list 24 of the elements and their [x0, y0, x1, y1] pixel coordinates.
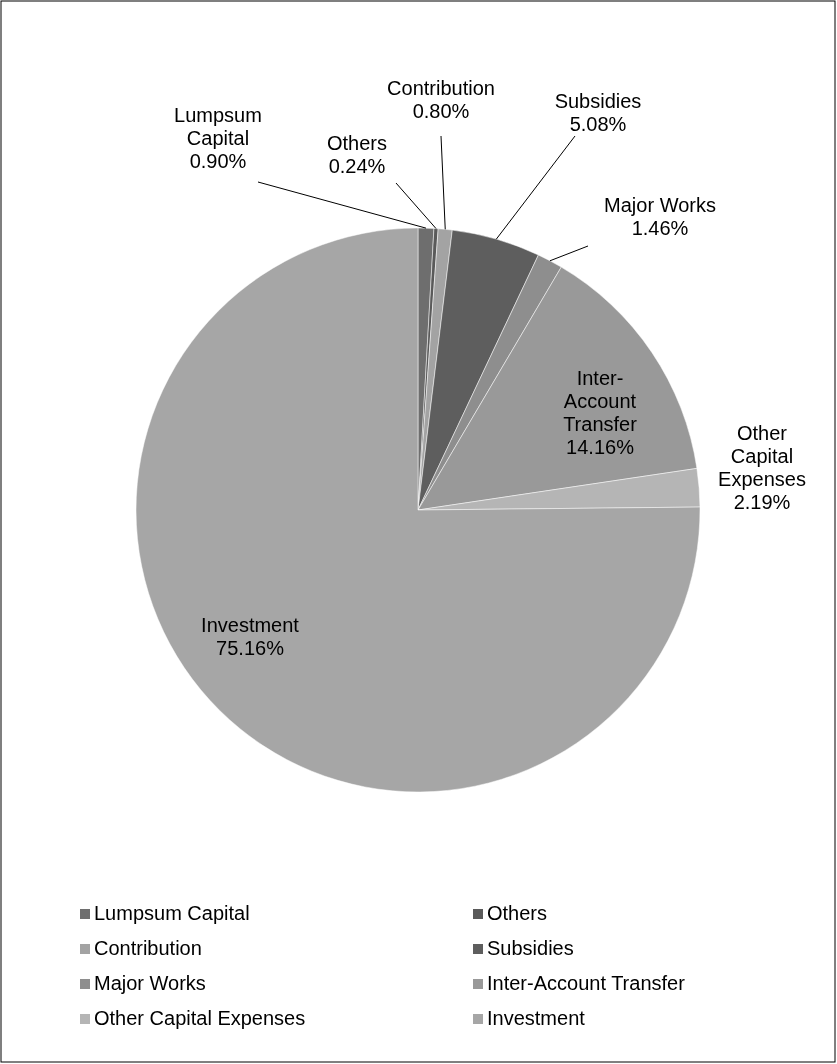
legend-label: Inter-Account Transfer: [487, 972, 686, 994]
data-label: 1.46%: [631, 217, 689, 239]
legend-label: Investment: [487, 1007, 586, 1029]
slice-label: Investment: [201, 614, 300, 636]
legend-label: Contribution: [94, 937, 202, 959]
legend-label: Other Capital Expenses: [94, 1007, 306, 1029]
slice-label: Other Capital Expenses: [718, 422, 806, 490]
slice-label: Contribution: [387, 77, 495, 99]
slice-label: Lumpsum Capital: [174, 104, 262, 149]
data-label: 0.24%: [328, 155, 386, 177]
legend-label: Lumpsum Capital: [94, 902, 250, 924]
data-label: 0.90%: [189, 150, 247, 172]
slice-label: Subsidies: [554, 90, 642, 112]
legend-label: Others: [487, 902, 548, 924]
data-label: 14.16%: [566, 436, 635, 458]
data-label: 75.16%: [216, 637, 285, 659]
slice-label: Major Works: [604, 194, 716, 216]
data-label: 0.80%: [412, 100, 470, 122]
data-label: 5.08%: [569, 113, 627, 135]
legend-label: Major Works: [94, 972, 206, 994]
slice-label: Inter-Account Transfer: [563, 367, 638, 435]
data-label: 2.19%: [733, 491, 791, 513]
legend-label: Subsidies: [487, 937, 574, 959]
slice-label: Others: [326, 132, 388, 154]
